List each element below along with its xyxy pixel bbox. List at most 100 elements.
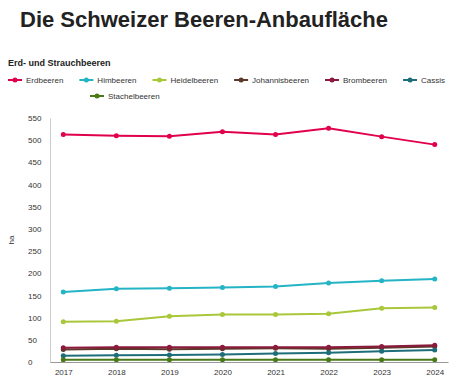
y-tick-label: 0 — [28, 358, 33, 367]
legend-item: Stachelbeeren — [90, 92, 160, 101]
point — [61, 345, 66, 350]
point — [114, 353, 119, 358]
point — [61, 357, 66, 362]
legend-marker — [408, 78, 413, 83]
point — [432, 348, 437, 353]
point — [114, 345, 119, 350]
point — [273, 351, 278, 356]
point — [326, 350, 331, 355]
y-axis-title: ha — [7, 235, 16, 244]
series-points — [61, 357, 437, 362]
point — [379, 134, 384, 139]
point — [326, 126, 331, 131]
y-axis-line — [50, 119, 51, 363]
point — [273, 132, 278, 137]
y-tick-label: 200 — [28, 269, 42, 278]
x-tick: 2019 — [161, 362, 179, 377]
point — [273, 346, 278, 351]
y-tick: 500 — [28, 136, 50, 145]
x-tick: 2017 — [55, 362, 73, 377]
point — [326, 345, 331, 350]
point — [432, 305, 437, 310]
y-axis: 0 50 100 150 200 250 300 350 400 450 500 550 — [28, 114, 51, 367]
y-tick: 200 — [28, 269, 50, 278]
plot-marks — [61, 126, 437, 362]
point — [220, 129, 225, 134]
legend-label: Himbeeren — [97, 76, 136, 85]
x-tick-label: 2021 — [267, 368, 285, 377]
point — [432, 277, 437, 282]
x-tick-label: 2019 — [161, 368, 179, 377]
legend-item: Erdbeeren — [8, 76, 63, 85]
legend-marker — [239, 78, 244, 83]
legend-label: Johannisbeeren — [252, 76, 309, 85]
point — [273, 357, 278, 362]
point — [114, 357, 119, 362]
point — [220, 285, 225, 290]
legend-item: Cassis — [403, 76, 445, 85]
x-tick: 2024 — [426, 362, 444, 377]
point — [432, 343, 437, 348]
point — [114, 133, 119, 138]
series-points — [61, 126, 437, 147]
legend-label: Heidelbeeren — [171, 76, 219, 85]
y-tick: 250 — [28, 247, 50, 256]
y-tick: 150 — [28, 292, 50, 301]
point — [273, 345, 278, 350]
point — [379, 349, 384, 354]
x-tick: 2021 — [267, 362, 285, 377]
series-line — [63, 359, 434, 361]
y-tick-label: 350 — [28, 203, 42, 212]
legend-label: Brombeeren — [343, 76, 387, 85]
legend-marker — [157, 78, 162, 83]
series-points — [61, 277, 437, 295]
x-tick: 2018 — [108, 362, 126, 377]
point — [167, 286, 172, 291]
y-tick-label: 250 — [28, 247, 42, 256]
legend-item: Brombeeren — [325, 76, 387, 85]
x-axis-line — [51, 362, 449, 363]
x-tick-label: 2018 — [108, 368, 126, 377]
point — [220, 357, 225, 362]
point — [326, 357, 331, 362]
point — [379, 278, 384, 283]
legend-marker — [84, 78, 89, 83]
chart: Die Schweizer Beeren-AnbauflächeErd- und… — [0, 0, 468, 387]
x-tick-label: 2023 — [373, 368, 391, 377]
y-tick: 0 — [28, 358, 50, 367]
legend-marker — [95, 94, 100, 99]
y-tick: 450 — [28, 158, 50, 167]
x-tick: 2020 — [214, 362, 232, 377]
point — [167, 134, 172, 139]
point — [432, 357, 437, 362]
point — [326, 281, 331, 286]
point — [114, 286, 119, 291]
legend-marker — [13, 78, 18, 83]
series-line — [63, 350, 434, 356]
x-tick-label: 2022 — [320, 368, 338, 377]
point — [432, 142, 437, 147]
x-tick: 2022 — [320, 362, 338, 377]
y-tick: 50 — [28, 336, 50, 345]
point — [220, 312, 225, 317]
y-tick: 100 — [28, 314, 50, 323]
legend-item: Himbeeren — [79, 76, 136, 85]
point — [61, 289, 66, 294]
point — [379, 357, 384, 362]
y-tick-label: 450 — [28, 158, 42, 167]
point — [61, 132, 66, 137]
legend: Erdbeeren Himbeeren Heidelbeeren Johannisbe… — [8, 76, 445, 101]
legend-label: Cassis — [421, 76, 445, 85]
point — [220, 352, 225, 357]
point — [167, 345, 172, 350]
series-line — [63, 345, 434, 348]
y-tick-label: 400 — [28, 181, 42, 190]
y-tick-label: 500 — [28, 136, 42, 145]
y-tick-label: 550 — [28, 114, 42, 123]
y-tick: 300 — [28, 225, 50, 234]
legend-item: Johannisbeeren — [234, 76, 309, 85]
series-line — [63, 279, 434, 292]
title: Die Schweizer Beeren-Anbaufläche — [20, 7, 388, 32]
legend-marker — [330, 78, 335, 83]
point — [167, 357, 172, 362]
